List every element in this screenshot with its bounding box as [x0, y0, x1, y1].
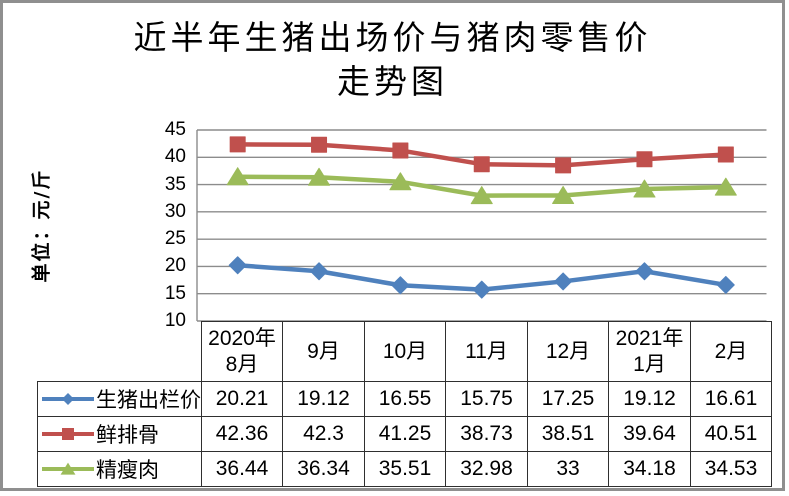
- table-value-cell: 39.64: [608, 416, 691, 452]
- table-header-cell: 2020年 8月: [201, 321, 283, 382]
- y-tick-label: 35: [164, 173, 186, 195]
- series-label-cell: 生猪出栏价: [37, 381, 202, 417]
- y-tick-label: 15: [164, 282, 186, 304]
- table-value-cell: 34.18: [608, 451, 691, 487]
- table-value-cell: 42.3: [282, 416, 365, 452]
- table-value-cell: 36.34: [282, 451, 365, 487]
- table-header-cell: 12月: [527, 321, 609, 382]
- y-tick-label: 40: [164, 146, 186, 168]
- series-label: 生猪出栏价: [96, 388, 201, 412]
- chart-title-line1: 近半年生猪出场价与猪肉零售价: [133, 18, 652, 57]
- series-label-cell: 精瘦肉: [37, 451, 202, 487]
- y-tick-label: 25: [164, 228, 186, 250]
- chart-title: 近半年生猪出场价与猪肉零售价 走势图: [0, 16, 785, 104]
- table-value-cell: 17.25: [527, 381, 609, 417]
- table-value-cell: 19.12: [608, 381, 691, 417]
- table-value-cell: 38.73: [445, 416, 528, 452]
- table-row: 生猪出栏价 20.21 19.12 16.55 15.75 17.25 19.12 16.61: [37, 381, 772, 417]
- table-value-cell: 32.98: [445, 451, 528, 487]
- table-row: 精瘦肉 36.44 36.34 35.51 32.98 33 34.18 34.53: [37, 451, 772, 487]
- table-value-cell: 15.75: [445, 381, 528, 417]
- table-value-cell: 34.53: [690, 451, 772, 487]
- table-value-cell: 20.21: [201, 381, 283, 417]
- table-value-cell: 33: [527, 451, 609, 487]
- table-value-cell: 40.51: [690, 416, 772, 452]
- table-value-cell: 42.36: [201, 416, 283, 452]
- square-legend-key-icon: [42, 428, 94, 440]
- table-value-cell: 38.51: [527, 416, 609, 452]
- table-value-cell: 16.55: [364, 381, 446, 417]
- y-axis-title: 单位：元/斤: [14, 130, 66, 321]
- series-label: 鲜排骨: [96, 423, 159, 447]
- y-tick-label: 20: [164, 255, 186, 277]
- table-value-cell: 19.12: [282, 381, 365, 417]
- table-row: 鲜排骨 42.36 42.3 41.25 38.73 38.51 39.64 40.51: [37, 416, 772, 452]
- triangle-legend-key-icon: [42, 462, 94, 475]
- table-header-cell: 11月: [445, 321, 528, 382]
- y-tick-label: 30: [164, 200, 186, 222]
- table-value-cell: 16.61: [690, 381, 772, 417]
- data-table: 2020年 8月 9月 10月 11月 12月 2021年 1月 2月 生猪出栏价 20.21 1…: [37, 321, 772, 487]
- table-value-cell: 41.25: [364, 416, 446, 452]
- table-value-cell: 35.51: [364, 451, 446, 487]
- table-header-cell: 10月: [364, 321, 446, 382]
- y-axis-title-text: 单位：元/斤: [30, 168, 53, 283]
- series-label: 精瘦肉: [96, 458, 159, 482]
- diamond-legend-key-icon: [42, 393, 94, 405]
- series-label-cell: 鲜排骨: [37, 416, 202, 452]
- chart-title-line2: 走势图: [337, 62, 448, 101]
- table-corner-blank: [38, 322, 202, 382]
- y-tick-label: 10: [164, 310, 186, 331]
- y-tick-label: 45: [164, 119, 186, 140]
- table-header-cell: 2月: [690, 321, 772, 382]
- table-value-cell: 36.44: [201, 451, 283, 487]
- table-header-cell: 2021年 1月: [608, 321, 691, 382]
- table-header-cell: 9月: [282, 321, 365, 382]
